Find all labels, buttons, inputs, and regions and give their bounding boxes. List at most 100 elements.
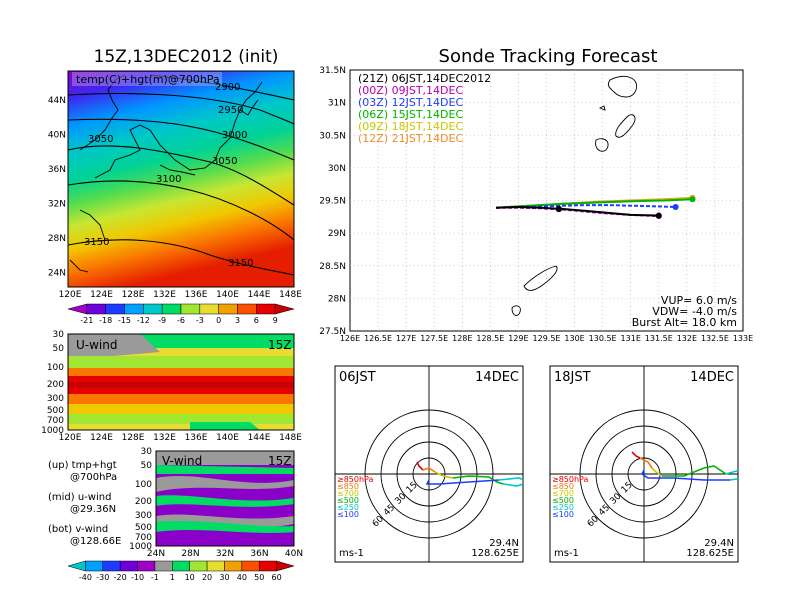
colorbar-label: 6 xyxy=(254,316,259,325)
pressure-label: ≤100 xyxy=(552,510,574,519)
wind-colorbar-swatch xyxy=(119,560,138,572)
contour-label: 3150 xyxy=(228,258,253,269)
uwind-x-tick: 132E xyxy=(153,433,176,443)
uwind-field xyxy=(68,334,294,430)
tracking-lat-tick: 28N xyxy=(328,294,346,304)
colorbar-label: 9 xyxy=(273,316,278,325)
vwind-y-tick: 700 xyxy=(135,533,152,543)
uwind-x-tick: 124E xyxy=(90,433,113,443)
lat-tick-label: 24N xyxy=(48,269,66,279)
vwind-y-tick: 300 xyxy=(135,511,152,521)
pressure-label: ≥850hPa xyxy=(552,475,589,484)
tracking-lon-tick: 128.5E xyxy=(476,334,504,343)
wind-colorbar-label: 30 xyxy=(219,573,229,582)
run-legend-item: (21Z) 06JST,14DEC2012 xyxy=(358,72,491,85)
wind-colorbar-swatch xyxy=(276,560,295,572)
tracking-lon-tick: 130.5E xyxy=(589,334,617,343)
colorbar-label: -21 xyxy=(80,316,93,325)
wind-colorbar-label: -40 xyxy=(79,573,92,582)
wind-colorbar-swatch xyxy=(67,560,86,572)
map-label-bg xyxy=(72,72,222,86)
pressure-label: ≤500 xyxy=(552,496,574,505)
panel-legend-text: (up) tmp+hgt @700hPa (mid) u-wind @29.36… xyxy=(48,460,121,547)
contour-label: 3050 xyxy=(212,156,237,167)
pressure-label: ≤500 xyxy=(337,496,359,505)
vwind-x-tick: 24N xyxy=(147,549,165,559)
colorbar-label: -18 xyxy=(99,316,112,325)
tracking-map: (21Z) 06JST,14DEC2012(00Z) 09JST,14DEC(0… xyxy=(319,66,753,343)
temperature-map: temp(C)+hgt(m)@700hPa 2900 2950 3000 305… xyxy=(48,70,303,300)
lat-tick-label: 44N xyxy=(48,96,66,106)
colorbar-swatch xyxy=(218,303,238,315)
map-label: temp(C)+hgt(m)@700hPa xyxy=(76,73,220,86)
wind-colorbar-label: 10 xyxy=(185,573,195,582)
lon-tick-label: 120E xyxy=(59,290,82,300)
burst-point xyxy=(672,204,679,211)
run-legend-item: (09Z) 18JST,14DEC xyxy=(358,120,463,133)
wind-profile xyxy=(416,461,523,487)
profile-segment xyxy=(422,467,436,473)
contour-label: 3100 xyxy=(156,174,181,185)
contour-label: 3000 xyxy=(222,130,247,141)
colorbar-label: -15 xyxy=(118,316,131,325)
vwind-frame xyxy=(155,450,295,547)
tracking-lat-tick: 30N xyxy=(328,164,346,174)
wind-colorbar-label: 50 xyxy=(254,573,264,582)
colorbar-swatch xyxy=(161,303,182,315)
location-lat: 29.4N xyxy=(489,538,519,549)
hodograph-date: 14DEC xyxy=(475,370,519,385)
wind-colorbar-swatch xyxy=(241,560,260,572)
tracking-lat-tick: 29.5N xyxy=(319,197,346,207)
colorbar-swatch xyxy=(256,303,276,315)
colorbar-label: -9 xyxy=(158,316,166,325)
location-lat: 29.4N xyxy=(704,538,734,549)
vwind-time: 15Z xyxy=(268,454,292,468)
pressure-label: ≤850 xyxy=(552,482,574,491)
vwind-label: V-wind xyxy=(162,454,202,468)
tracking-lon-tick: 132.5E xyxy=(701,334,729,343)
tracking-coastline xyxy=(511,76,638,316)
tracking-lon-tick: 127.5E xyxy=(420,334,448,343)
lat-tick-label: 32N xyxy=(48,200,66,210)
tracking-lon-tick: 126E xyxy=(340,334,360,343)
track-lines xyxy=(495,194,696,220)
colorbar-swatch xyxy=(143,303,163,315)
uwind-y-tick: 50 xyxy=(53,344,65,354)
hodograph-time: 06JST xyxy=(339,370,376,385)
tracking-lon-tick: 132E xyxy=(677,334,697,343)
coastline xyxy=(69,74,263,273)
sonde-params: VUP= 6.0 m/s VDW= -4.0 m/s Burst Alt= 18… xyxy=(632,294,738,329)
tracking-lon-tick: 126.5E xyxy=(364,334,392,343)
wind-colorbar: -40 -30 -20 -10 -1 1 10 20 30 40 50 60 xyxy=(67,560,295,582)
lon-tick-label: 124E xyxy=(90,290,113,300)
hodograph-time: 18JST xyxy=(554,370,591,385)
profile-segment xyxy=(631,451,641,459)
wind-colorbar-swatch xyxy=(206,560,225,572)
uwind-y-tick: 100 xyxy=(47,363,64,373)
tracking-lat-tick: 30.5N xyxy=(319,131,346,141)
colorbar-swatch xyxy=(274,303,295,315)
map-frame xyxy=(67,70,295,288)
uwind-x-tick: 140E xyxy=(216,433,239,443)
tracking-lat-ticks: 31.5N 31N 30.5N 30N 29.5N 29N 28.5N 28N 27.5N xyxy=(319,66,346,337)
wind-colorbar-label: -20 xyxy=(114,573,127,582)
colorbar-swatch xyxy=(86,303,106,315)
colorbar-label: -12 xyxy=(137,316,150,325)
profile-segment xyxy=(452,475,504,485)
uwind-frame xyxy=(67,333,295,431)
pressure-label: ≥850hPa xyxy=(337,475,374,484)
colorbar-swatch xyxy=(237,303,257,315)
hodograph-18jst: 18JST 14DEC15304560≥850hPa≤850≤700≤500≤25… xyxy=(549,365,739,563)
uwind-x-tick: 144E xyxy=(248,433,271,443)
legend-bot-line1: (bot) v-wind xyxy=(48,524,108,535)
pressure-label: ≤700 xyxy=(552,489,574,498)
profile-segment xyxy=(662,465,727,477)
pressure-label: ≤850 xyxy=(337,482,359,491)
tracking-lat-tick: 31N xyxy=(328,99,346,109)
map-lon-ticks: 120E 124E 128E 132E 136E 140E 144E 148E xyxy=(59,290,303,300)
